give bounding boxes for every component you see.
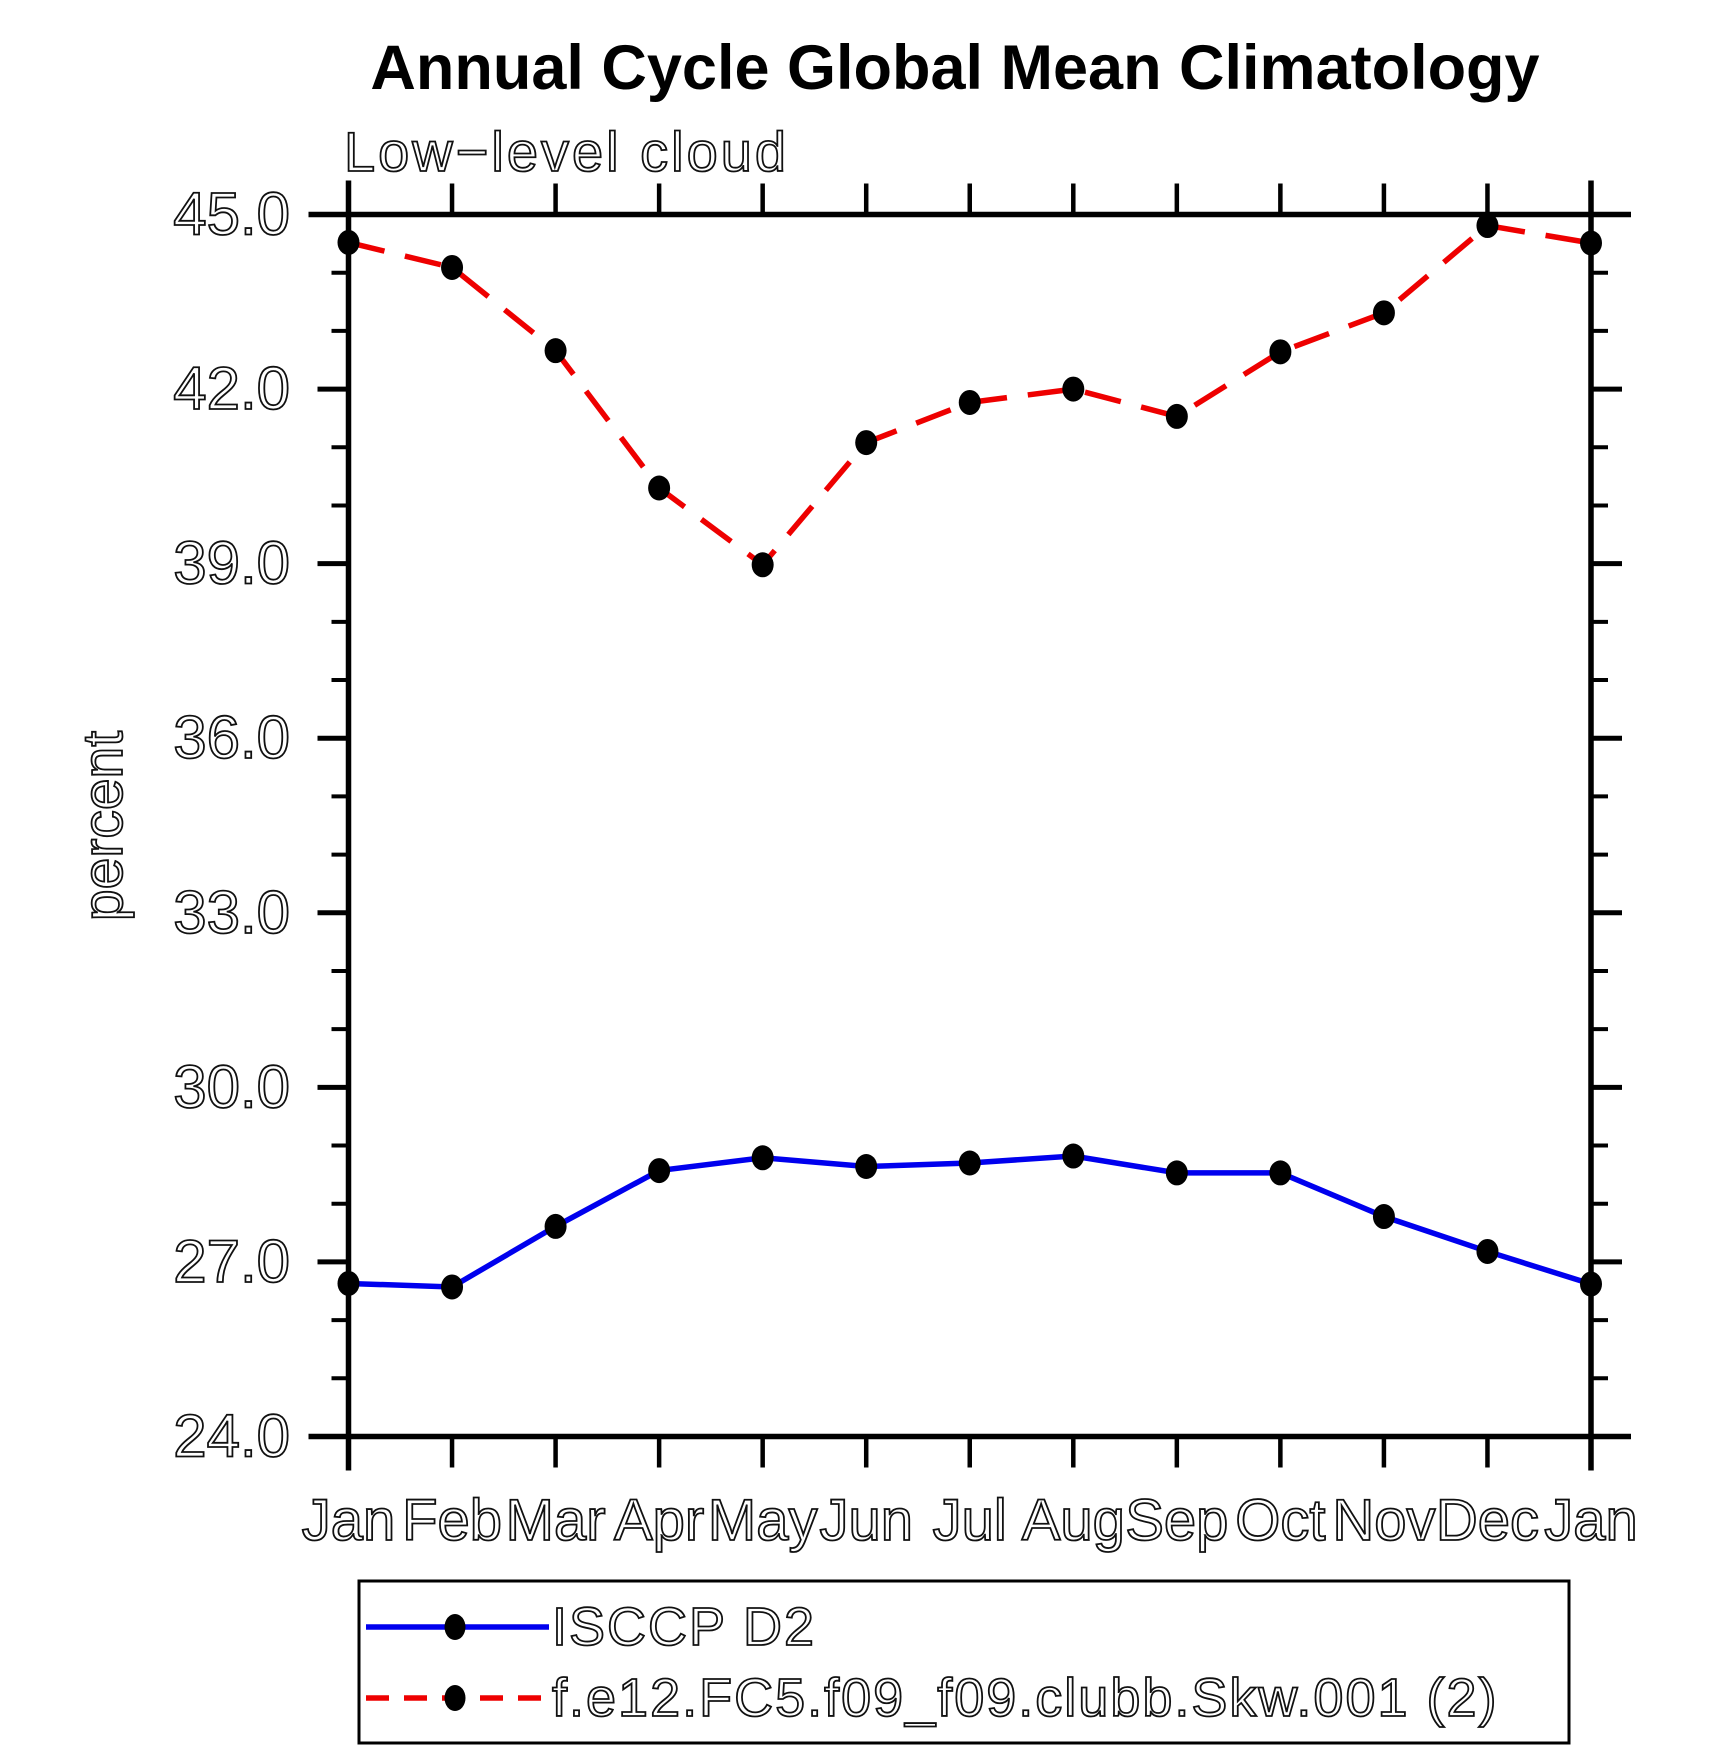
data-point-marker (1580, 230, 1602, 256)
data-point-marker (1165, 403, 1188, 429)
y-axis-title: percent (71, 731, 135, 921)
y-tick-label: 24.0 (173, 1403, 290, 1470)
x-tick-label: Jan (1544, 1488, 1638, 1553)
x-tick-label: Apr (614, 1488, 704, 1553)
legend-marker (444, 1685, 466, 1711)
data-point-marker (751, 552, 774, 578)
x-tick-label: May (708, 1488, 818, 1553)
data-point-marker (1372, 1204, 1395, 1230)
legend: ISCCP D2 f.e12.FC5.f09_f09.clubb.Skw.001 … (357, 1579, 1571, 1745)
chart-subtitle: Low−level cloud (344, 120, 789, 183)
data-point-marker (1269, 339, 1292, 365)
data-point-marker (544, 1213, 567, 1239)
data-point-marker (1372, 300, 1395, 326)
page-title: Annual Cycle Global Mean Climatology (370, 33, 1539, 103)
series-line-0 (348, 1153, 1592, 1290)
y-tick-label: 36.0 (173, 704, 290, 771)
data-point-marker (1062, 1143, 1085, 1169)
y-tick-label: 33.0 (173, 879, 290, 946)
data-point-marker (1476, 213, 1499, 239)
y-tick-label: 30.0 (173, 1053, 290, 1120)
y-tick-label: 39.0 (173, 530, 290, 597)
legend-marker (444, 1614, 466, 1640)
data-point-marker (337, 229, 360, 255)
x-tick-label: Oct (1235, 1488, 1325, 1553)
x-tick-label: Nov (1332, 1488, 1435, 1553)
x-tick-label: Jun (819, 1488, 913, 1553)
x-tick-label: Sep (1125, 1488, 1228, 1553)
y-tick-label: 42.0 (173, 355, 290, 422)
x-tick-label: Feb (402, 1488, 502, 1553)
x-tick-label: Aug (1022, 1488, 1125, 1553)
data-point-marker (648, 1158, 671, 1184)
data-point-marker (441, 1274, 464, 1300)
data-point-marker (855, 430, 878, 456)
data-point-marker (337, 1270, 360, 1296)
data-point-marker (1062, 376, 1085, 402)
data-point-marker (751, 1145, 774, 1171)
y-tick-label: 27.0 (173, 1228, 290, 1295)
plot-area: Jan Feb Mar Apr May Jun Jul Aug Sep Oct Nov Dec Jan2… (172, 180, 1639, 1745)
data-point-marker (1165, 1160, 1188, 1186)
data-point-marker (855, 1153, 878, 1179)
y-tick-label: 45.0 (173, 181, 290, 248)
data-point-marker (441, 254, 464, 280)
data-point-marker (1476, 1238, 1499, 1264)
data-point-marker (958, 1150, 981, 1176)
data-point-marker (648, 475, 671, 501)
data-point-marker (1269, 1160, 1292, 1186)
x-tick-label: Jul (933, 1488, 1007, 1553)
x-tick-label: Jan (302, 1488, 396, 1553)
legend-box (357, 1579, 1571, 1745)
x-tick-label: Mar (506, 1488, 606, 1553)
legend-label: ISCCP D2 (552, 1597, 816, 1657)
data-point-marker (544, 338, 567, 364)
data-point-marker (1580, 1271, 1602, 1297)
data-point-marker (958, 389, 981, 415)
legend-label: f.e12.FC5.f09_f09.clubb.Skw.001 (2) (552, 1668, 1499, 1728)
x-tick-label: Dec (1436, 1488, 1539, 1553)
